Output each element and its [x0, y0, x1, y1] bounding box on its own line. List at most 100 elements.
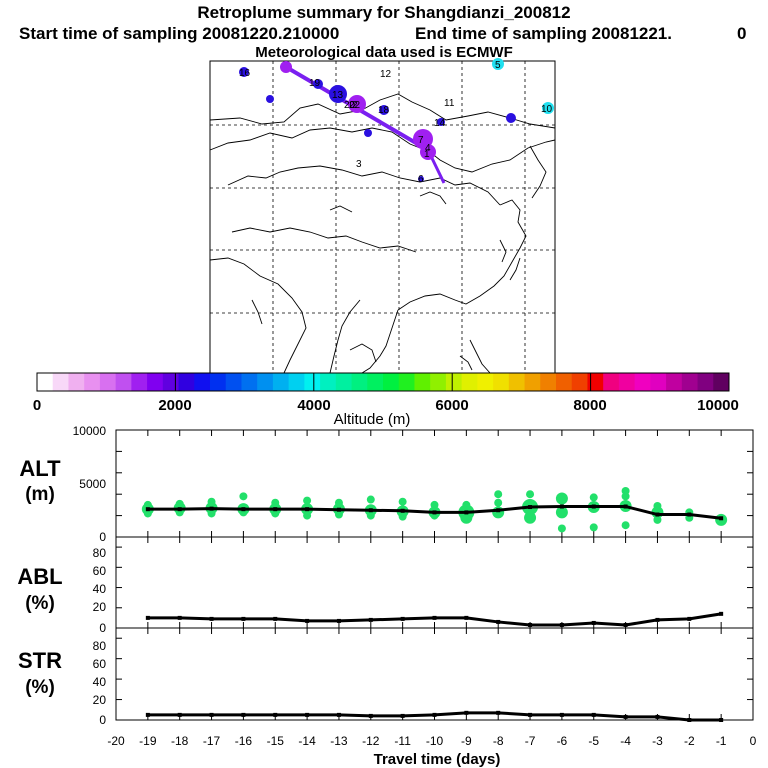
day-label: 1 — [424, 149, 430, 160]
colorbar-swatch — [414, 373, 431, 391]
str-ytick: 80 — [93, 639, 107, 653]
altitude-point — [271, 498, 280, 507]
map-marker — [239, 67, 249, 77]
colorbar-swatch — [430, 373, 447, 391]
alt-yticks: 10000 5000 0 — [73, 424, 107, 544]
colorbar-tick: 2000 — [158, 397, 191, 414]
series-point — [241, 712, 246, 717]
colorbar-swatch — [351, 373, 368, 391]
altitude-point — [303, 496, 312, 505]
series-point — [336, 507, 341, 512]
colorbar-swatch — [52, 373, 69, 391]
colorbar-swatch — [634, 373, 651, 391]
abl-ytick: 60 — [93, 564, 107, 578]
colorbar-swatch — [461, 373, 478, 391]
x-tick-label: -18 — [171, 734, 189, 748]
series-point — [145, 507, 150, 512]
series-point — [145, 615, 150, 620]
series-point — [209, 506, 214, 511]
abl-label: ABL — [17, 564, 62, 589]
alt-ytick: 0 — [99, 530, 106, 544]
str-yticks: 80 60 40 20 0 — [93, 639, 107, 727]
altitude-point — [555, 506, 568, 519]
series-point — [368, 617, 373, 622]
colorbar-tick: 4000 — [297, 397, 330, 414]
series-point — [368, 508, 373, 513]
altitude-point — [526, 490, 535, 499]
altitude-point — [621, 521, 630, 530]
series-point — [655, 714, 660, 719]
end-time: End time of sampling 20081221. — [415, 24, 672, 43]
series-point — [559, 504, 564, 509]
colorbar-swatch — [288, 373, 305, 391]
altitude-point — [366, 495, 375, 504]
series-point — [305, 507, 310, 512]
alt-marks — [115, 429, 754, 538]
alt-ytick: 10000 — [73, 424, 107, 438]
abl-panel: ABL (%) 80 60 40 20 0 — [17, 536, 754, 635]
colorbar-tick: 0 — [33, 397, 41, 414]
colorbar-swatch — [524, 373, 541, 391]
x-tick-label: -3 — [652, 734, 663, 748]
series-point — [336, 618, 341, 623]
chart-title: Retroplume summary for Shangdianzi_20081… — [197, 3, 571, 22]
colorbar-ticks: 0 2000 4000 6000 8000 10000 — [33, 397, 739, 414]
abl-ytick: 80 — [93, 546, 107, 560]
colorbar-swatch — [84, 373, 101, 391]
colorbar-swatch — [666, 373, 683, 391]
x-axis-label: Travel time (days) — [374, 751, 501, 768]
series-point — [432, 615, 437, 620]
colorbar-swatch — [650, 373, 667, 391]
altitude-point — [334, 498, 343, 507]
colorbar-swatch — [68, 373, 85, 391]
day-label: 19 — [309, 78, 321, 89]
series-point — [623, 622, 628, 627]
series-point — [273, 712, 278, 717]
colorbar-swatch — [37, 373, 54, 391]
altitude-point — [239, 492, 248, 501]
colorbar-swatch — [257, 373, 274, 391]
series-point — [432, 712, 437, 717]
altitude-point — [462, 500, 471, 509]
colorbar-swatch — [115, 373, 132, 391]
day-label: 3 — [356, 159, 362, 170]
series-point — [719, 516, 724, 521]
series-point — [687, 718, 692, 722]
series-point — [177, 712, 182, 717]
day-label: 12 — [380, 69, 392, 80]
series-point — [687, 512, 692, 517]
alt-unit: (m) — [25, 484, 55, 505]
altitude-point — [494, 490, 503, 499]
series-point — [655, 512, 660, 517]
abl-yticks: 80 60 40 20 0 — [93, 546, 107, 635]
x-tick-label: -4 — [620, 734, 631, 748]
str-marks — [115, 628, 754, 722]
series-point — [177, 615, 182, 620]
series-point — [400, 713, 405, 718]
altitude-point — [494, 498, 503, 507]
map-panel: 16 19 12 5 13 20 22 18 11 10 14 3 1 7 4 … — [209, 58, 556, 374]
day-label: 20 — [344, 100, 356, 111]
x-tick-label: -11 — [394, 734, 411, 748]
altitude-point — [555, 492, 568, 505]
x-tick-label: -13 — [330, 734, 348, 748]
map-grid — [210, 61, 555, 373]
str-ytick: 40 — [93, 675, 107, 689]
series-point — [241, 616, 246, 621]
series-point — [591, 712, 596, 717]
abl-frame — [115, 536, 754, 629]
series-point — [305, 618, 310, 623]
colorbar-swatch — [603, 373, 620, 391]
series-point — [559, 712, 564, 717]
x-tick-label: -7 — [525, 734, 536, 748]
altitude-point — [430, 500, 439, 509]
str-ytick: 60 — [93, 657, 107, 671]
series-point — [368, 713, 373, 718]
colorbar-swatch — [367, 373, 384, 391]
colorbar-tick: 8000 — [573, 397, 606, 414]
altitude-point — [524, 511, 537, 524]
x-tick-label: -14 — [298, 734, 316, 748]
colorbar-tick: 10000 — [697, 397, 739, 414]
colorbar-swatch — [493, 373, 510, 391]
